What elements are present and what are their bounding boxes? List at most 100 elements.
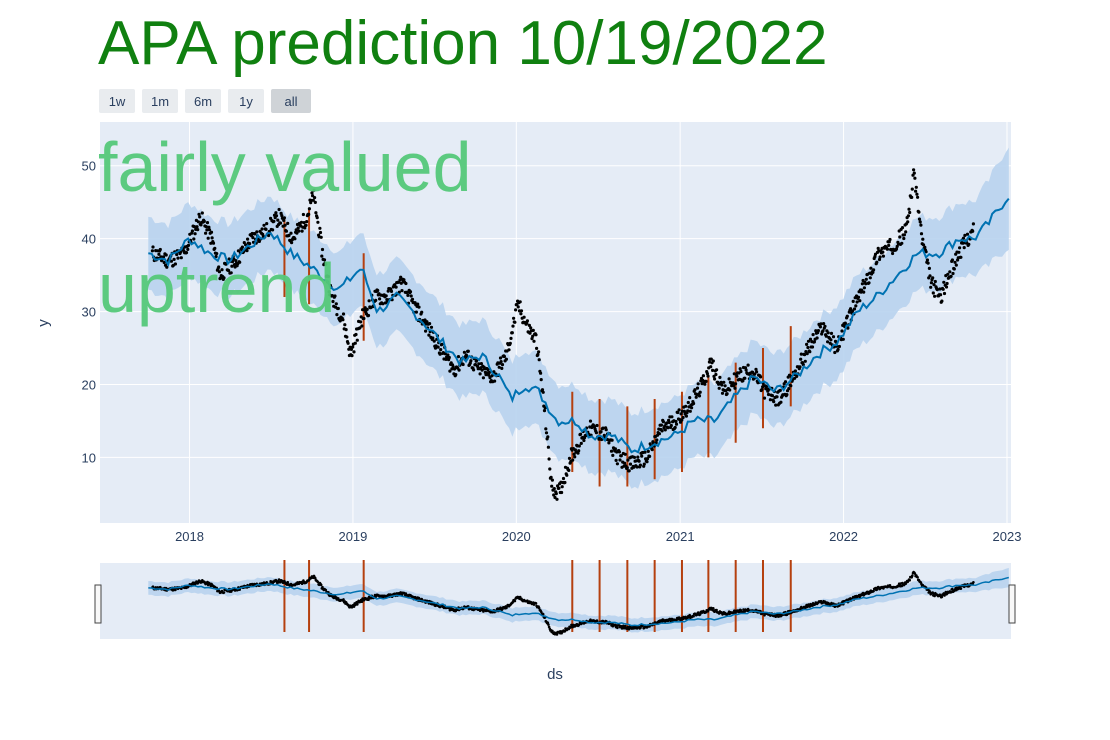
actual-point — [599, 430, 603, 434]
actual-point — [704, 379, 708, 383]
actual-point — [456, 355, 461, 359]
actual-point — [837, 344, 842, 349]
actual-point — [862, 286, 867, 290]
range-button-1y[interactable]: 1y — [228, 89, 264, 113]
actual-point — [659, 423, 664, 427]
forecast-series-line — [148, 197, 1010, 454]
actual-point — [200, 211, 204, 215]
actual-point — [869, 266, 873, 270]
actual-point — [204, 231, 208, 235]
actual-point — [601, 426, 605, 430]
actual-point — [718, 375, 722, 379]
actual-point — [227, 268, 231, 273]
actual-point — [871, 270, 875, 274]
actual-point — [709, 365, 713, 369]
actual-point — [207, 225, 211, 229]
actual-point — [516, 305, 520, 309]
uncertainty-band — [148, 147, 1009, 489]
actual-point — [338, 319, 342, 323]
actual-point — [850, 309, 855, 313]
actual-point — [230, 264, 234, 268]
actual-point — [971, 229, 975, 233]
actual-point — [324, 262, 328, 266]
annotation-text: uptrend — [98, 249, 335, 327]
actual-point — [290, 241, 294, 245]
actual-point — [841, 337, 845, 341]
actual-point — [921, 243, 926, 247]
range-slider-left-handle[interactable] — [94, 584, 102, 624]
actual-point — [743, 376, 747, 380]
actual-point — [625, 466, 629, 470]
actual-point — [628, 462, 633, 466]
actual-point — [481, 376, 485, 380]
actual-point — [560, 485, 564, 489]
actual-point — [326, 274, 330, 279]
actual-point — [938, 287, 942, 291]
actual-point — [539, 371, 543, 375]
actual-point — [902, 233, 907, 237]
actual-point — [220, 268, 224, 272]
actual-point — [801, 363, 805, 367]
actual-point — [595, 619, 599, 622]
actual-point — [438, 352, 442, 356]
range-button-label: 6m — [194, 94, 212, 109]
actual-point — [717, 386, 721, 390]
actual-point — [406, 293, 410, 297]
actual-point — [534, 333, 538, 337]
actual-point — [872, 268, 876, 272]
y-tick-label: 20 — [82, 377, 96, 392]
actual-point — [311, 198, 315, 202]
actual-point — [660, 429, 664, 433]
actual-point — [319, 583, 323, 587]
actual-point — [293, 237, 297, 241]
actual-point — [860, 288, 864, 292]
actual-point — [349, 347, 353, 351]
actual-point — [727, 377, 731, 381]
actual-point — [877, 257, 882, 262]
actual-point — [875, 260, 879, 264]
actual-point — [432, 339, 436, 343]
actual-point — [759, 375, 763, 379]
range-button-1w[interactable]: 1w — [99, 89, 135, 113]
actual-point — [314, 576, 317, 580]
actual-point — [908, 578, 911, 582]
actual-point — [690, 406, 694, 410]
range-slider-right-handle[interactable] — [1008, 584, 1016, 624]
actual-point — [311, 194, 315, 198]
actual-point — [951, 271, 955, 276]
actual-point — [253, 232, 257, 236]
actual-point — [910, 195, 914, 199]
actual-point — [381, 302, 385, 306]
actual-point — [541, 390, 545, 394]
actual-point — [402, 278, 406, 282]
actual-point — [719, 380, 723, 384]
actual-point — [384, 294, 388, 298]
actual-point — [544, 431, 549, 435]
actual-point — [663, 428, 667, 432]
range-button-6m[interactable]: 6m — [185, 89, 221, 113]
actual-point — [635, 465, 639, 469]
actual-point — [537, 350, 541, 354]
actual-point — [818, 325, 823, 329]
actual-point — [436, 345, 440, 349]
actual-point — [272, 219, 276, 223]
actual-point — [316, 220, 320, 224]
actual-point — [616, 626, 619, 630]
actual-point — [738, 367, 742, 371]
actual-point — [286, 580, 290, 584]
actual-point — [914, 189, 918, 193]
actual-point — [207, 228, 212, 232]
actual-point — [264, 227, 268, 231]
actual-point — [908, 210, 912, 215]
actual-point — [302, 221, 306, 225]
actual-point — [686, 400, 690, 405]
actual-point — [912, 168, 916, 172]
x-axis: 2018 2019 2020 2021 2022 2023 — [175, 529, 1021, 544]
range-button-1m[interactable]: 1m — [142, 89, 178, 113]
range-button-all[interactable]: all — [271, 89, 311, 113]
actual-point — [648, 625, 651, 628]
actual-point — [405, 290, 409, 294]
actual-point — [210, 236, 214, 240]
actual-point — [277, 578, 281, 581]
actual-point — [646, 449, 650, 453]
